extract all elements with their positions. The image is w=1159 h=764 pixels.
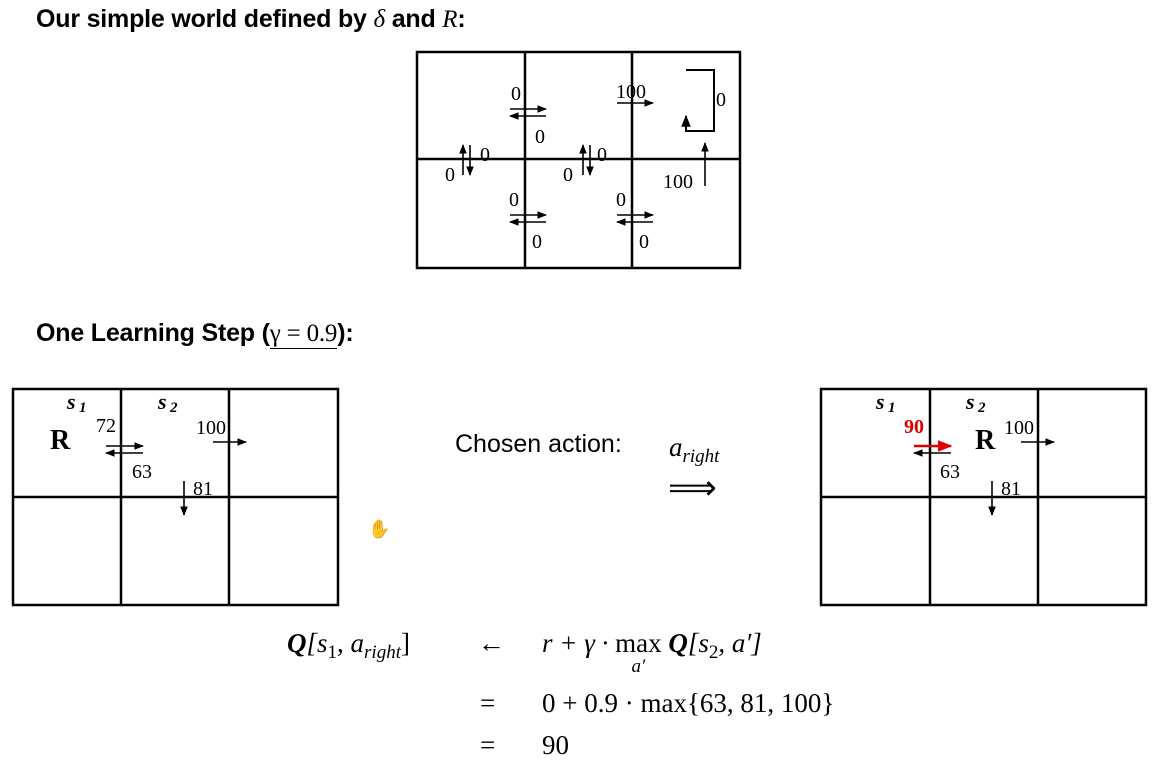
reward-bot-lm-left: 0 [532,231,542,253]
reward-bot-lm-right: 0 [509,189,519,211]
reward-bot-mr-left: 0 [639,231,649,253]
before-agent: R [50,425,71,456]
chosen-action-label: Chosen action: [455,430,622,458]
gamma-expression: γ = 0.9 [269,320,338,349]
action-a: a [669,432,683,462]
lhs-sub2: right [364,642,401,663]
after-s2-label: s [965,389,975,414]
delta-symbol: δ [373,6,386,33]
reward-left-up: 0 [480,144,490,166]
rhs-sub: 2 [708,642,719,663]
after-q-left: 63 [940,461,960,483]
equation-row2-op: = [480,688,496,718]
reward-right-up: 100 [663,171,693,193]
after-s1-sub: 1 [888,400,896,416]
reward-mid-up: 0 [597,144,607,166]
before-grid [11,387,340,607]
hand-cursor-icon: ✋ [368,519,391,540]
before-s1-sub: 1 [79,400,87,416]
lhs-sub1: 1 [327,642,338,663]
equation-row1-op: ← [478,628,505,658]
before-s1-label: s [66,389,76,414]
action-sub: right [682,446,720,467]
equation-row2-rhs: 0 + 0.9 · max{63, 81, 100} [542,688,835,718]
rhs-r-gamma: r + γ · [542,628,616,658]
lhs-mid: , a [337,628,365,658]
reward-mid-down: 0 [563,164,573,186]
heading-step-suffix: ): [337,319,354,347]
reward-symbol: R [442,6,458,33]
before-s2-label: s [157,389,167,414]
rhs-q-symbol: Q [668,628,688,658]
rhs-open: [s [687,628,709,658]
reward-bot-mr-right: 0 [616,189,626,211]
heading-step-prefix: One Learning Step ( [36,319,270,347]
equation-row3-rhs: 90 [542,730,569,760]
equation-row3-op: = [480,730,496,760]
equation-row1-lhs: Q[s1, aright] [287,628,410,664]
reward-selfloop: 0 [716,89,726,111]
after-grid [819,387,1148,607]
heading-world-and: and [391,5,436,33]
before-s2-sub: 2 [169,400,178,416]
heading-world-colon: : [457,5,466,33]
reward-top-lm-right: 0 [511,83,521,105]
action-symbol: aright [669,432,719,468]
heading-world: Our simple world defined by δ and R: [36,5,466,34]
lhs-close: ] [400,628,410,658]
after-s1-label: s [875,389,885,414]
max-operator: max a′ [615,628,662,677]
equation-row1-rhs: r + γ · max a′ Q[s2, a′] [542,628,762,677]
lhs-open: [s [306,628,328,658]
rhs-close: , a′] [718,628,762,658]
goal-selfloop [681,69,715,132]
before-q-right: 72 [96,415,116,437]
after-q-goal: 100 [1004,417,1034,439]
before-q-left: 63 [132,461,152,483]
after-q-right-updated: 90 [904,416,924,438]
reward-top-mr-right: 100 [616,81,646,103]
implies-arrow-icon: ⟹ [668,470,717,507]
reward-top-lm-left: 0 [535,126,545,148]
max-text: max [615,628,662,658]
max-sub: a′ [631,656,646,677]
after-s2-sub: 2 [977,400,986,416]
after-agent: R [975,425,996,456]
q-symbol: Q [287,628,307,658]
before-q-down: 81 [193,478,213,500]
heading-learning-step: One Learning Step (γ = 0.9): [36,319,354,349]
after-q-down: 81 [1001,478,1021,500]
heading-world-prefix: Our simple world defined by [36,5,367,33]
before-q-goal: 100 [196,417,226,439]
reward-left-down: 0 [445,164,455,186]
